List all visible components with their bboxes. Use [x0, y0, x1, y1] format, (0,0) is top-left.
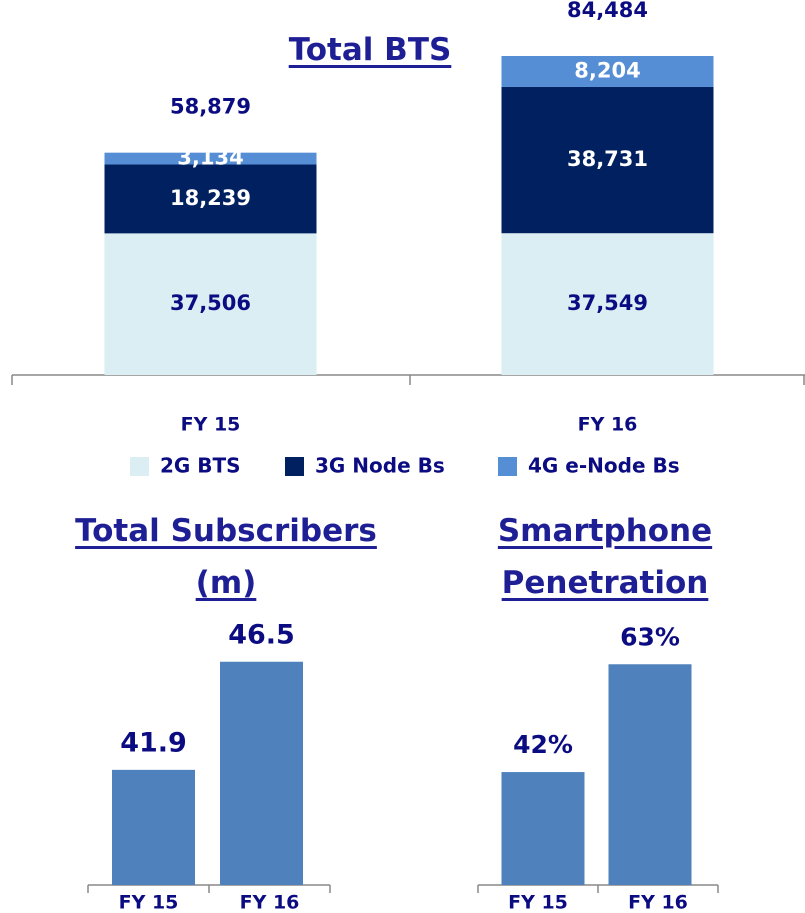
total-label: 84,484 — [567, 0, 648, 22]
x-tick-label: FY 15 — [119, 892, 179, 913]
bar-segment — [104, 152, 317, 165]
bar — [501, 772, 585, 885]
legend-label: 4G e-Node Bs — [528, 454, 680, 478]
chart-title: Total BTS — [288, 32, 452, 68]
x-tick-label: FY 16 — [240, 892, 300, 913]
legend-label: 3G Node Bs — [315, 454, 445, 478]
bar-segment — [501, 56, 714, 87]
total-label: 58,879 — [170, 95, 251, 119]
value-label: 37,549 — [567, 291, 648, 315]
legend-swatch — [285, 457, 304, 476]
value-label: 42% — [513, 730, 573, 759]
x-tick-label: FY 16 — [628, 892, 688, 913]
bar-segment — [501, 86, 714, 234]
bar — [608, 664, 692, 885]
bar — [220, 661, 303, 885]
value-label: 41.9 — [120, 727, 187, 758]
value-label: 46.5 — [228, 619, 295, 650]
value-label: 18,239 — [170, 186, 251, 210]
value-label: 37,506 — [170, 291, 251, 315]
bar-segment — [104, 233, 317, 375]
x-tick-label: FY 15 — [181, 414, 241, 436]
value-label: 3,134 — [177, 146, 243, 170]
x-tick-label: FY 16 — [578, 414, 638, 436]
bar-segment — [501, 233, 714, 375]
bar — [112, 769, 195, 885]
legend-swatch — [130, 457, 149, 476]
value-label: 8,204 — [574, 58, 640, 82]
legend-label: 2G BTS — [160, 454, 241, 478]
legend-swatch — [498, 457, 517, 476]
chart-title: Total Subscribers (m) — [75, 513, 377, 601]
chart-title: Smartphone Penetration — [497, 513, 713, 601]
value-label: 63% — [620, 622, 680, 651]
bar-segment — [104, 164, 317, 234]
x-tick-label: FY 15 — [508, 892, 568, 913]
value-label: 38,731 — [567, 147, 648, 171]
